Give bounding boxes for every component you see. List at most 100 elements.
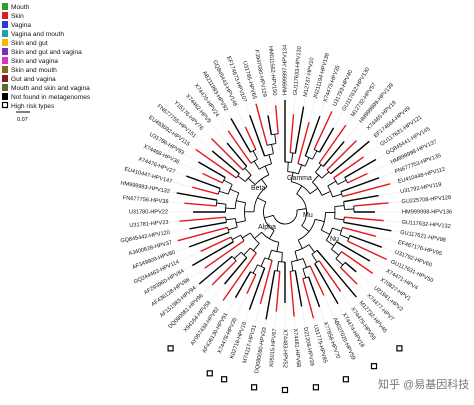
branch <box>276 105 278 133</box>
branch <box>333 194 342 197</box>
legend-label: Skin and vagina <box>11 58 58 65</box>
branch <box>231 118 251 152</box>
branch <box>269 231 274 239</box>
branch <box>189 222 226 229</box>
branch <box>315 219 324 221</box>
branch <box>348 241 387 259</box>
branch <box>236 201 245 203</box>
legend-swatch <box>2 48 8 55</box>
branch <box>219 191 228 194</box>
branch <box>198 162 225 178</box>
leaf-label: HM011562-HPV150 <box>267 46 277 96</box>
branch <box>295 271 301 307</box>
leaf-label: DQ080080-HPV33 <box>254 327 268 374</box>
legend-swatch <box>2 57 8 64</box>
clade-label: Mu <box>303 212 313 219</box>
branch <box>322 191 331 195</box>
leaf-label: U31780-HPV22 <box>129 209 168 215</box>
scale-label: 0.07 <box>17 117 28 123</box>
branch <box>275 134 276 143</box>
high-risk-marker <box>283 388 288 393</box>
branch <box>227 143 247 166</box>
branch <box>322 172 329 178</box>
branch <box>261 258 265 267</box>
branch <box>268 250 271 259</box>
branch <box>186 176 220 188</box>
branch <box>269 155 272 164</box>
branch <box>344 217 383 220</box>
branch <box>184 203 216 206</box>
high-risk-marker <box>343 377 348 382</box>
branch <box>228 227 237 230</box>
branch <box>238 176 246 182</box>
branch <box>277 242 279 251</box>
branch <box>248 178 255 184</box>
branch <box>321 230 329 234</box>
branch <box>253 243 259 250</box>
legend-swatch <box>2 66 8 73</box>
branch <box>189 232 229 247</box>
branch <box>312 175 318 182</box>
branch <box>292 262 293 271</box>
branch <box>226 219 235 220</box>
branch <box>332 228 341 231</box>
legend-label: Vagina and mouth <box>11 31 64 38</box>
branch <box>288 162 289 171</box>
branch <box>276 271 280 311</box>
branch <box>350 236 382 248</box>
branch <box>305 158 309 167</box>
legend-label: Skin and mouth <box>11 67 57 74</box>
branch <box>217 203 226 204</box>
branch <box>297 209 306 210</box>
branch-arc <box>273 210 297 224</box>
high-risk-marker <box>168 346 173 351</box>
legend-label: Gut and vagina <box>11 76 56 83</box>
legend-swatch <box>2 39 8 46</box>
legend: Mouth Skin Vagina Vagina and mouth Skin … <box>2 3 91 110</box>
branch <box>315 165 321 173</box>
legend-swatch <box>2 3 8 10</box>
watermark: 知乎 @易基因科技 <box>378 377 469 391</box>
branch <box>309 245 315 253</box>
legend-swatch <box>2 21 8 28</box>
branch <box>256 104 267 146</box>
leaf-label: GU117632-HPV132 <box>401 220 451 230</box>
branch <box>177 193 217 200</box>
leaf-label: X05015-HPV67 <box>269 328 278 367</box>
branch <box>201 237 231 251</box>
clade-label: Gamma <box>287 175 312 182</box>
branch <box>212 261 236 285</box>
branch <box>244 248 251 255</box>
leaf-label: D21208-HPV39 <box>302 327 315 367</box>
branch <box>344 196 379 202</box>
branch <box>302 226 309 232</box>
branch <box>345 262 356 271</box>
branch <box>254 161 259 169</box>
branch <box>298 165 301 174</box>
leaf-label: U31792-HPV119 <box>400 182 442 195</box>
branch <box>314 111 332 149</box>
high-risk-marker <box>397 346 402 351</box>
branch <box>268 115 271 134</box>
branch <box>312 254 317 262</box>
leaf-label: FN677756-HPV38 <box>123 195 169 205</box>
legend-label: High risk types <box>11 103 55 110</box>
clade-label: Beta <box>251 185 266 192</box>
leaf-label: U31781-HPV23 <box>129 220 169 229</box>
branch <box>234 252 241 258</box>
legend-label: Mouth <box>11 4 30 11</box>
legend-label: Skin <box>11 13 24 20</box>
branch <box>264 215 273 218</box>
branch <box>192 187 218 194</box>
legend-label: Skin and gut and vagina <box>11 49 82 56</box>
branch <box>236 272 251 298</box>
branch <box>354 203 389 206</box>
branch <box>345 160 376 178</box>
branch <box>310 188 318 194</box>
branch <box>335 219 344 220</box>
leaf-label: HM999998-HPV136 <box>402 209 452 215</box>
branch <box>282 252 283 261</box>
